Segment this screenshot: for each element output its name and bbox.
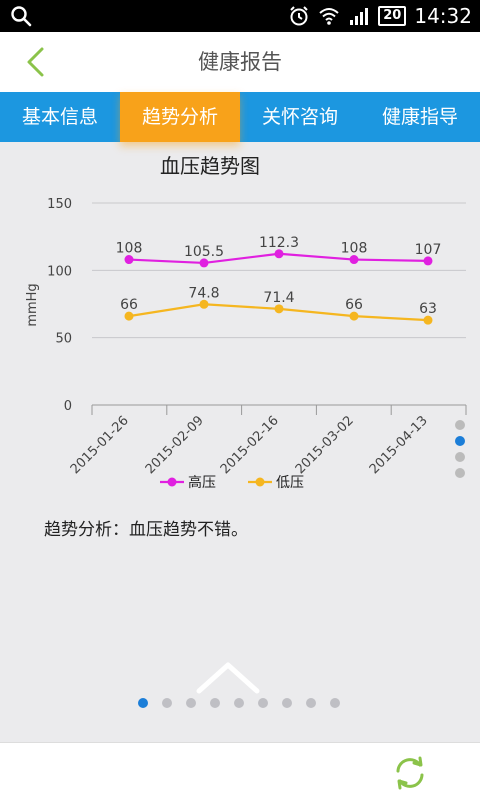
refresh-icon <box>396 756 424 790</box>
data-point <box>274 304 284 314</box>
data-label: 112.3 <box>259 235 299 251</box>
scroll-up-button[interactable] <box>193 657 263 697</box>
search-icon <box>11 6 32 27</box>
chart-pager-dot[interactable] <box>455 452 465 462</box>
page-pager-dot[interactable] <box>234 698 244 708</box>
x-tick-label: 2015-02-09 <box>143 413 207 477</box>
analysis-value: 血压趋势不错。 <box>129 520 248 540</box>
chart-pager-dot[interactable] <box>455 436 465 446</box>
y-tick-label: 50 <box>55 332 72 347</box>
y-tick-label: 150 <box>47 197 72 212</box>
chart-pager <box>455 420 467 484</box>
x-tick-label: 2015-04-13 <box>367 413 431 477</box>
data-label: 107 <box>415 242 442 258</box>
data-label: 63 <box>419 301 437 317</box>
tab-bar: 基本信息 趋势分析 关怀咨询 健康指导 <box>0 92 480 142</box>
data-label: 66 <box>120 297 138 313</box>
data-point <box>274 249 284 259</box>
page-pager-dot[interactable] <box>162 698 172 708</box>
refresh-button[interactable] <box>392 755 428 791</box>
back-button[interactable] <box>22 46 52 78</box>
tab-basic-info[interactable]: 基本信息 <box>21 106 98 128</box>
bottom-bar <box>0 742 480 801</box>
y-axis-label: mmHg <box>25 283 40 326</box>
battery-icon: 20 <box>378 6 407 26</box>
signal-icon <box>350 8 369 25</box>
clock: 14:32 <box>414 4 472 28</box>
tab-health-guide[interactable]: 健康指导 <box>381 106 458 128</box>
tab-trend-analysis[interactable]: 趋势分析 <box>120 92 240 142</box>
page-pager-dot[interactable] <box>258 698 268 708</box>
wifi-icon <box>319 8 339 25</box>
data-point <box>124 255 134 265</box>
status-bar: 20 14:32 <box>0 0 480 32</box>
y-tick-label: 100 <box>47 264 72 279</box>
chart-pager-dot[interactable] <box>455 420 465 430</box>
y-tick-label: 0 <box>64 399 72 414</box>
tab-care-consult[interactable]: 关怀咨询 <box>261 106 338 128</box>
page-pager <box>138 698 340 708</box>
data-label: 66 <box>345 297 363 313</box>
data-point <box>423 315 433 325</box>
data-point <box>349 311 359 321</box>
chevron-up-icon <box>196 662 260 694</box>
x-tick-label: 2015-03-02 <box>293 413 357 477</box>
legend-label: 高压 <box>188 474 216 491</box>
page-pager-dot[interactable] <box>138 698 148 708</box>
data-label: 108 <box>116 241 143 257</box>
chart-title: 血压趋势图 <box>160 154 260 178</box>
data-label: 105.5 <box>184 244 224 260</box>
blood-pressure-chart: 0 50 100 150 mmHg 2015-01-26 2015-02-09 2015-02… <box>25 197 467 491</box>
x-tick-label: 2015-02-16 <box>218 413 282 477</box>
page-pager-dot[interactable] <box>186 698 196 708</box>
legend-marker <box>255 477 265 487</box>
page-pager-dot[interactable] <box>282 698 292 708</box>
x-tick-label: 2015-01-26 <box>68 413 132 477</box>
trend-analysis-text: 趋势分析：血压趋势不错。 <box>44 515 248 540</box>
legend-label: 低压 <box>276 475 304 491</box>
chevron-left-icon <box>27 47 44 77</box>
page-pager-dot[interactable] <box>330 698 340 708</box>
legend-marker <box>167 477 177 487</box>
data-point <box>199 258 209 268</box>
data-label: 74.8 <box>188 285 219 301</box>
data-point <box>199 299 209 309</box>
data-label: 108 <box>341 241 368 257</box>
data-point <box>124 311 134 321</box>
page-pager-dot[interactable] <box>306 698 316 708</box>
analysis-label: 趋势分析： <box>44 520 129 540</box>
data-point <box>423 256 433 266</box>
data-label: 71.4 <box>263 290 294 306</box>
chart-pager-dot[interactable] <box>455 468 465 478</box>
data-point <box>349 255 359 265</box>
alarm-icon <box>290 6 308 26</box>
page-pager-dot[interactable] <box>210 698 220 708</box>
